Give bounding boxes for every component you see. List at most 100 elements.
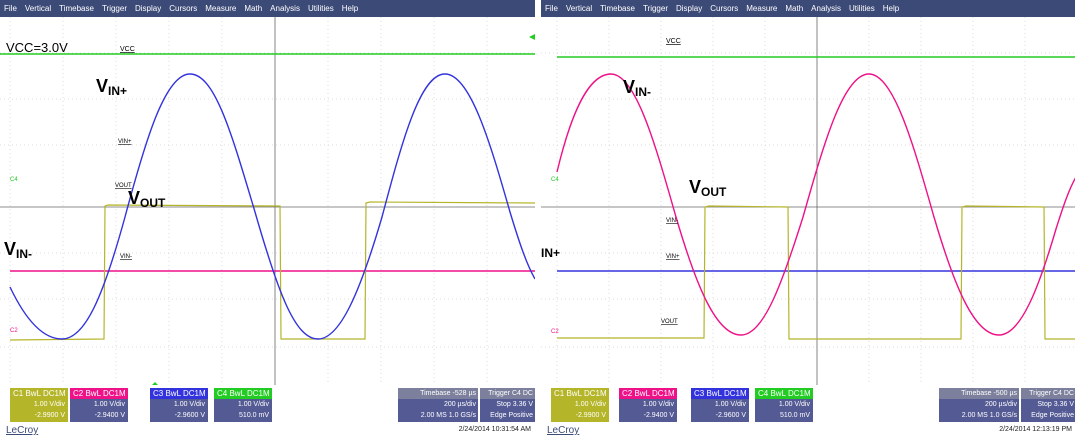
menu-utilities[interactable]: Utilities [845, 4, 879, 13]
status-footer: C1 BwL DC1M 1.00 V/div-2.9900 V C2 BwL D… [0, 385, 535, 435]
vin-minus-label: VIN- [623, 77, 651, 99]
menu-timebase[interactable]: Timebase [55, 4, 98, 13]
channel-c3-box[interactable]: C3 BwL DC1M 1.00 V/div-2.9600 V [691, 388, 749, 422]
menu-file[interactable]: File [541, 4, 562, 13]
menu-trigger[interactable]: Trigger [639, 4, 672, 13]
timebase-tdiv: 200 µs/div [398, 399, 476, 410]
vcc-note: VCC=3.0V [6, 40, 68, 55]
c2-level-marker: C2 [551, 329, 559, 335]
menu-utilities[interactable]: Utilities [304, 4, 338, 13]
c2-offset: -2.9400 V [70, 410, 125, 421]
timestamp: 2/24/2014 12:13:19 PM [999, 426, 1072, 433]
vin-plus-small-label: VIN+ [118, 139, 132, 145]
timestamp: 2/24/2014 10:31:54 AM [459, 426, 531, 433]
vcc-small-label: VCC [120, 46, 135, 53]
trigger-type: Edge [490, 412, 506, 419]
c1-vdiv: 1.00 V/div [10, 399, 65, 410]
c4-vdiv: 1.00 V/div [214, 399, 269, 410]
vin-minus-trace [557, 74, 1075, 335]
c3-offset: -2.9600 V [150, 410, 205, 421]
status-footer: C1 BwL DC1M 1.00 V/div-2.9900 V C2 BwL D… [541, 385, 1075, 435]
vout-label: VOUT [689, 177, 727, 199]
trigger-level: 3.36 V [1054, 401, 1074, 408]
vin-minus-small-label: VIN- [120, 254, 132, 260]
menu-trigger[interactable]: Trigger [98, 4, 131, 13]
vin-minus-label: VIN- [4, 239, 32, 261]
timebase-tdiv: 200 µs/div [939, 399, 1017, 410]
c3-vdiv: 1.00 V/div [150, 399, 205, 410]
menu-help[interactable]: Help [338, 4, 362, 13]
c3-name: C3 [153, 389, 163, 398]
c1-coupling: BwL DC1M [25, 389, 65, 398]
menu-bar: File Vertical Timebase Trigger Display C… [0, 0, 535, 17]
vcc-small-label: VCC [666, 38, 681, 45]
vout-sub: OUT [701, 185, 727, 199]
timebase-box[interactable]: Timebase -500 µs 200 µs/div 2.00 MS 1.0 G… [939, 388, 1019, 422]
waveform-display: VCC=3.0V VCC VIN+ VIN+ VOUT VOUT VIN- VI… [0, 17, 535, 385]
trigger-source: C4 DC [512, 390, 533, 397]
menu-cursors[interactable]: Cursors [706, 4, 742, 13]
timebase-rate: 1.0 GS/s [990, 412, 1017, 419]
menu-file[interactable]: File [0, 4, 21, 13]
menu-math[interactable]: Math [781, 4, 807, 13]
menu-analysis[interactable]: Analysis [807, 4, 845, 13]
menu-cursors[interactable]: Cursors [165, 4, 201, 13]
vin-plus-big: V [96, 76, 108, 96]
channel-c2-box[interactable]: C2 BwL DC1M 1.00 V/div-2.9400 V [70, 388, 128, 422]
vout-small-label: VOUT [661, 319, 678, 325]
c4-name: C4 [758, 389, 768, 398]
c3-coupling: BwL DC1M [165, 389, 205, 398]
vout-big: V [689, 177, 701, 197]
menu-vertical[interactable]: Vertical [21, 4, 55, 13]
c4-offset: 510.0 mV [755, 410, 810, 421]
vin-plus-sub: IN+ [541, 246, 560, 260]
trigger-mode: Stop [1037, 401, 1051, 408]
channel-c2-box[interactable]: C2 BwL DC1M 1.00 V/div-2.9400 V [619, 388, 677, 422]
timebase-label: Timebase [961, 390, 991, 397]
vin-plus-sub: IN+ [108, 84, 127, 98]
menu-display[interactable]: Display [672, 4, 706, 13]
vin-plus-label: VIN+ [96, 76, 127, 98]
trigger-slope: Positive [508, 412, 533, 419]
channel-c1-box[interactable]: C1 BwL DC1M 1.00 V/div-2.9900 V [551, 388, 609, 422]
c1-offset: -2.9900 V [10, 410, 65, 421]
trigger-level: 3.36 V [513, 401, 533, 408]
menu-math[interactable]: Math [240, 4, 266, 13]
c1-name: C1 [13, 389, 23, 398]
menu-display[interactable]: Display [131, 4, 165, 13]
vout-sub: OUT [140, 196, 166, 210]
timebase-delay: -500 µs [994, 390, 1018, 397]
c4-level-marker: C4 [10, 177, 18, 183]
vin-minus-big: V [623, 77, 635, 97]
c3-vdiv: 1.00 V/div [691, 399, 746, 410]
c1-coupling: BwL DC1M [566, 389, 606, 398]
channel-c1-box[interactable]: C1 BwL DC1M 1.00 V/div-2.9900 V [10, 388, 68, 422]
c2-name: C2 [73, 389, 83, 398]
c3-offset: -2.9600 V [691, 410, 746, 421]
vout-trace [557, 206, 1075, 339]
c2-vdiv: 1.00 V/div [70, 399, 125, 410]
trigger-slope: Positive [1049, 412, 1074, 419]
menu-measure[interactable]: Measure [742, 4, 781, 13]
menu-help[interactable]: Help [879, 4, 903, 13]
vout-label: VOUT [128, 188, 166, 210]
menu-measure[interactable]: Measure [201, 4, 240, 13]
menu-bar: File Vertical Timebase Trigger Display C… [541, 0, 1075, 17]
trigger-label: Trigger [1029, 390, 1051, 397]
trigger-level-marker [529, 34, 535, 40]
menu-analysis[interactable]: Analysis [266, 4, 304, 13]
menu-timebase[interactable]: Timebase [596, 4, 639, 13]
c3-coupling: BwL DC1M [706, 389, 746, 398]
vin-minus-sub: IN- [16, 247, 32, 261]
menu-vertical[interactable]: Vertical [562, 4, 596, 13]
c1-name: C1 [554, 389, 564, 398]
waveform-svg: VCC=3.0V VCC VIN+ VIN+ VOUT VOUT VIN- VI… [0, 17, 535, 385]
timebase-samples: 2.00 MS [962, 412, 988, 419]
vin-plus-small-label: VIN+ [666, 254, 680, 260]
channel-c3-box[interactable]: C3 BwL DC1M 1.00 V/div-2.9600 V [150, 388, 208, 422]
